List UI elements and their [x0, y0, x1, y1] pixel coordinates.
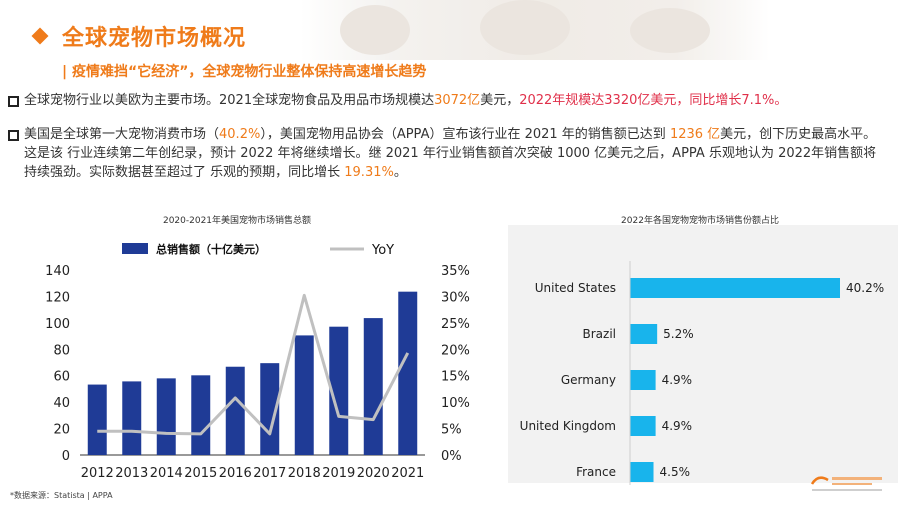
- y2-tick-label: 30%: [441, 290, 470, 305]
- highlight-value: 1236 亿: [669, 127, 721, 142]
- text-segment: 。: [393, 165, 407, 180]
- chart-legend: 总销售额（十亿美元） YoY: [122, 242, 394, 258]
- y2-tick-label: 25%: [441, 317, 470, 332]
- category-label: United Kingdom: [520, 419, 616, 433]
- x-tick-label: 2019: [322, 466, 355, 481]
- highlight-value: 2022年规模达3320亿美元，同比增长7.1%。: [519, 93, 788, 108]
- x-tick-label: 2018: [288, 466, 321, 481]
- value-label: 4.9%: [662, 373, 693, 387]
- us-sales-chart: 2020-2021年美国宠物市场销售总额 总销售额（十亿美元） YoY 0 20 40…: [45, 214, 470, 481]
- value-label: 5.2%: [663, 327, 694, 341]
- text-segment: 全球宠物行业以美欧为主要市场。2021全球宠物食品及用品市场规模达: [24, 93, 435, 108]
- value-label: 40.2%: [846, 281, 884, 295]
- bullet-1: 全球宠物行业以美欧为主要市场。2021全球宠物食品及用品市场规模达3072亿美元…: [8, 91, 888, 110]
- x-tick-label: 2013: [115, 466, 148, 481]
- square-bullet-icon: [8, 130, 19, 141]
- bullet-2-text: 美国是全球第一大宠物消费市场（40.2%），美国宠物用品协会（APPA）宣布该行…: [24, 125, 886, 182]
- header-pet-photo: [300, 0, 770, 60]
- x-tick-label: 2017: [253, 466, 286, 481]
- bar: [630, 370, 656, 390]
- highlight-value: 40.2%: [219, 127, 261, 142]
- bar: [294, 335, 314, 455]
- legend-label: YoY: [371, 243, 394, 258]
- value-label: 4.9%: [662, 419, 693, 433]
- text-segment: 美国是全球第一大宠物消费市场（: [24, 127, 220, 142]
- category-label: Germany: [561, 373, 616, 387]
- yoy-line: [97, 293, 410, 436]
- category-label: United States: [535, 281, 616, 295]
- chart-title: 2022年各国宠物宠物市场销售份额占比: [621, 214, 779, 226]
- x-tick-label: 2014: [150, 466, 183, 481]
- x-tick-label: 2015: [184, 466, 217, 481]
- highlight-value: 19.31%: [344, 165, 394, 180]
- page-subtitle: | 疫情难挡“它经济”，全球宠物行业整体保持高速增长趋势: [62, 64, 427, 80]
- line-series: [97, 293, 410, 436]
- chart-axes: 0 20 40 60 80 100 120 140 0% 5% 10% 15% 20% 25% 30% 35%…: [45, 264, 470, 481]
- y-tick-label: 20: [53, 423, 70, 438]
- y-tick-label: 140: [45, 264, 70, 279]
- bullet-2: 美国是全球第一大宠物消费市场（40.2%），美国宠物用品协会（APPA）宣布该行…: [8, 125, 886, 182]
- category-label: Brazil: [583, 327, 617, 341]
- bar: [191, 375, 211, 455]
- bar: [630, 324, 658, 344]
- square-bullet-icon: [8, 96, 19, 107]
- country-share-panel: [508, 225, 898, 483]
- text-segment: ），美国宠物用品协会（APPA）宣布该行业在 2021 年的销售额已达到: [260, 127, 670, 142]
- bar: [630, 278, 840, 298]
- country-share-chart: 2022年各国宠物宠物市场销售份额占比 United States 40.2% Br…: [520, 214, 884, 485]
- x-tick-label: 2021: [391, 466, 424, 481]
- y-tick-label: 40: [53, 396, 70, 411]
- x-tick-label: 2016: [219, 466, 252, 481]
- bar: [156, 378, 176, 455]
- bar: [87, 384, 107, 455]
- legend-label: 总销售额（十亿美元）: [156, 242, 266, 256]
- text-segment: 美元，: [480, 93, 520, 108]
- y2-tick-label: 10%: [441, 396, 470, 411]
- text-segment: 美元，创下历史最高水平。这是该 行业连续第二年创纪录，预计 2022 年将继续增…: [24, 127, 877, 180]
- data-source: *数据来源：Statista | APPA: [10, 491, 113, 500]
- y2-tick-label: 15%: [441, 370, 470, 385]
- y2-tick-label: 35%: [441, 264, 470, 279]
- y-tick-label: 80: [53, 343, 70, 358]
- page-title: 全球宠物市场概况: [62, 26, 247, 51]
- title-row: 全球宠物市场概况: [31, 20, 247, 52]
- y2-tick-label: 20%: [441, 343, 470, 358]
- bar: [122, 381, 142, 455]
- bar: [398, 291, 418, 455]
- y2-tick-label: 0%: [441, 449, 462, 464]
- alibaba-logo: [810, 476, 882, 491]
- bar: [630, 462, 654, 482]
- highlight-value: 3072亿: [434, 93, 481, 108]
- bar: [630, 416, 656, 436]
- y-tick-label: 60: [53, 370, 70, 385]
- y-tick-label: 0: [62, 449, 70, 464]
- bar: [329, 326, 349, 455]
- bar: [363, 318, 383, 455]
- legend-swatch-bar: [122, 243, 148, 254]
- bullet-1-text: 全球宠物行业以美欧为主要市场。2021全球宠物食品及用品市场规模达3072亿美元…: [24, 91, 888, 110]
- y2-tick-label: 5%: [441, 423, 462, 438]
- x-tick-label: 2020: [357, 466, 390, 481]
- category-label: France: [576, 465, 616, 479]
- y-tick-label: 120: [45, 290, 70, 305]
- bar: [225, 366, 245, 455]
- x-tick-label: 2012: [81, 466, 114, 481]
- chart-title: 2020-2021年美国宠物市场销售总额: [163, 214, 311, 226]
- bar-series: [87, 291, 418, 455]
- diamond-icon: [31, 27, 49, 45]
- y-tick-label: 100: [45, 317, 70, 332]
- bar: [260, 363, 280, 455]
- value-label: 4.5%: [660, 465, 691, 479]
- bar-series: United States 40.2% Brazil 5.2% Germany 4.9% U…: [520, 261, 884, 485]
